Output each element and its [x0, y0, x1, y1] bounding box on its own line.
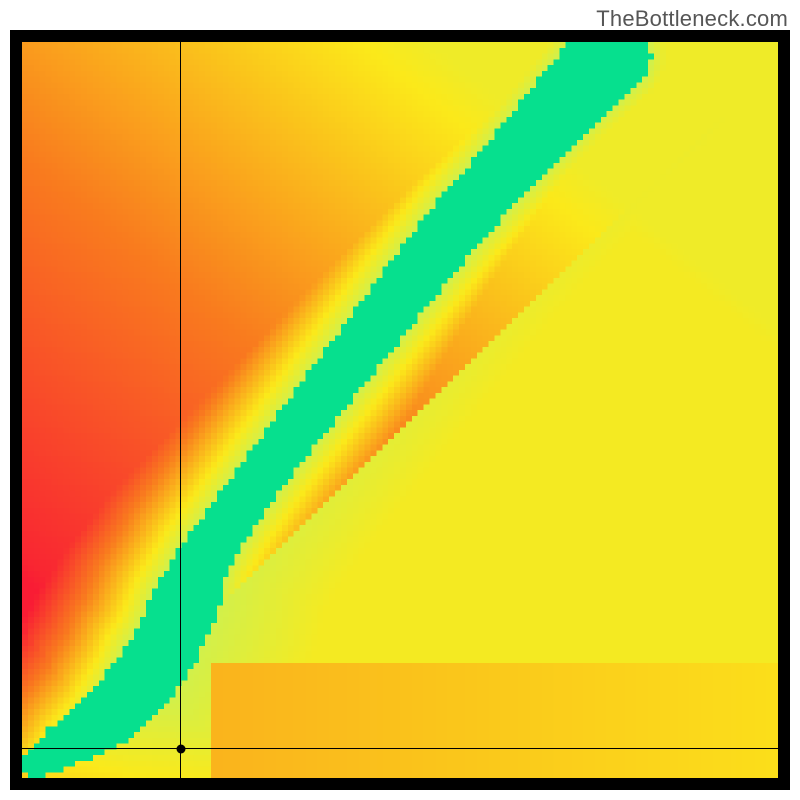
heatmap-canvas	[22, 42, 778, 778]
heatmap-canvas-wrap	[22, 42, 778, 778]
crosshair-horizontal-line	[22, 748, 778, 749]
crosshair-marker-dot	[176, 744, 185, 753]
watermark-text: TheBottleneck.com	[596, 6, 788, 32]
crosshair-vertical-line	[180, 42, 181, 778]
chart-container: TheBottleneck.com	[0, 0, 800, 800]
